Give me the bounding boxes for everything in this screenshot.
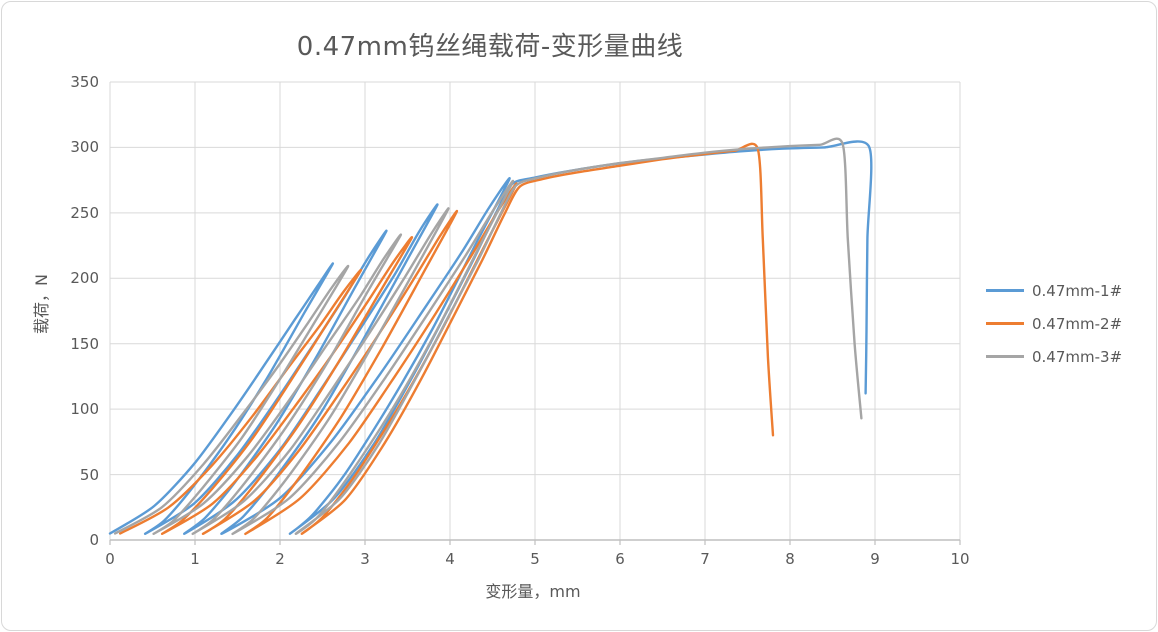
- x-tick-label: 0: [105, 550, 115, 568]
- x-tick-label: 5: [530, 550, 540, 568]
- chart-legend[interactable]: 0.47mm-1# 0.47mm-2# 0.47mm-3#: [986, 274, 1122, 373]
- y-tick-label: 150: [70, 334, 99, 353]
- y-tick-label: 50: [79, 465, 99, 484]
- x-tick-label: 1: [190, 550, 200, 568]
- x-tick-label: 2: [275, 550, 285, 568]
- y-axis-title[interactable]: 载荷，N: [32, 274, 51, 334]
- legend-item-0.47mm-3#[interactable]: 0.47mm-3#: [986, 340, 1122, 373]
- y-tick-label: 300: [70, 138, 99, 157]
- y-tick-label: 350: [70, 73, 99, 91]
- x-tick-label: 4: [445, 550, 455, 568]
- y-tick-label: 100: [70, 400, 99, 419]
- y-tick-label: 200: [70, 269, 99, 288]
- x-tick-label: 8: [785, 550, 795, 568]
- legend-item-0.47mm-1#[interactable]: 0.47mm-1#: [986, 274, 1122, 307]
- legend-item-0.47mm-2#[interactable]: 0.47mm-2#: [986, 307, 1122, 340]
- x-tick-label: 10: [950, 550, 970, 568]
- x-tick-label: 7: [700, 550, 710, 568]
- x-tick-label: 6: [615, 550, 625, 568]
- chart-title[interactable]: 0.47mm钨丝绳载荷-变形量曲线: [296, 32, 684, 62]
- legend-label: 0.47mm-2#: [1032, 314, 1123, 333]
- legend-label: 0.47mm-1#: [1032, 281, 1123, 300]
- series-line-0.47mm-3#[interactable]: [113, 137, 863, 536]
- legend-label: 0.47mm-3#: [1032, 347, 1123, 366]
- y-tick-label: 0: [89, 531, 99, 549]
- legend-line-swatch: [986, 289, 1024, 292]
- x-tick-label: 9: [870, 550, 880, 568]
- x-tick-label: 3: [360, 550, 370, 568]
- y-tick-label: 250: [70, 203, 99, 222]
- legend-line-swatch: [986, 322, 1024, 325]
- legend-line-swatch: [986, 355, 1024, 358]
- x-axis-title[interactable]: 变形量，mm: [485, 582, 581, 601]
- series-line-0.47mm-2#[interactable]: [119, 142, 775, 536]
